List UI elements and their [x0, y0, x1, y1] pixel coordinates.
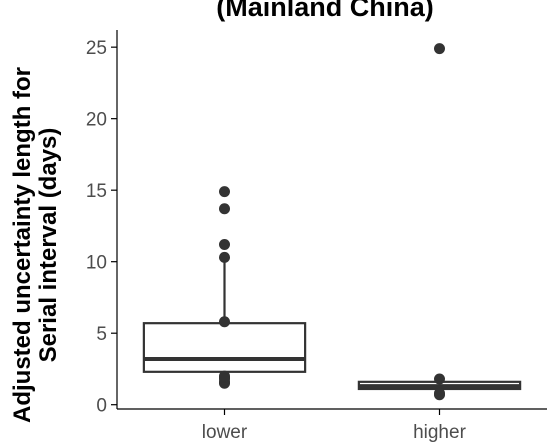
x-tick-label: lower [202, 422, 248, 443]
outlier-point [219, 251, 230, 263]
outlier-point [434, 387, 445, 399]
y-tick-label: 25 [86, 38, 107, 59]
x-tick-label: higher [413, 422, 466, 443]
outlier-point [434, 43, 445, 55]
box-lower [142, 322, 307, 373]
outlier-point [434, 373, 445, 385]
y-tick-label: 15 [86, 181, 107, 202]
y-axis-label-line2: Serial interval (days) [35, 128, 62, 363]
outlier-point [219, 239, 230, 251]
outlier-point [219, 370, 230, 382]
y-tick-label: 20 [86, 110, 107, 131]
outlier-point [219, 186, 230, 198]
y-axis-label: Adjusted uncertainty length for Serial i… [9, 67, 62, 423]
outlier-point [219, 316, 230, 328]
y-tick-label: 5 [96, 324, 107, 345]
y-axis-label-line1: Adjusted uncertainty length for [9, 67, 36, 423]
y-tick-label: 10 [86, 253, 107, 274]
y-tick-label: 0 [96, 396, 107, 417]
chart-title: (Mainland China) [216, 0, 434, 22]
outlier-point [219, 203, 230, 215]
plot-area: 0 5 10 15 20 25 lower higher [86, 30, 547, 443]
